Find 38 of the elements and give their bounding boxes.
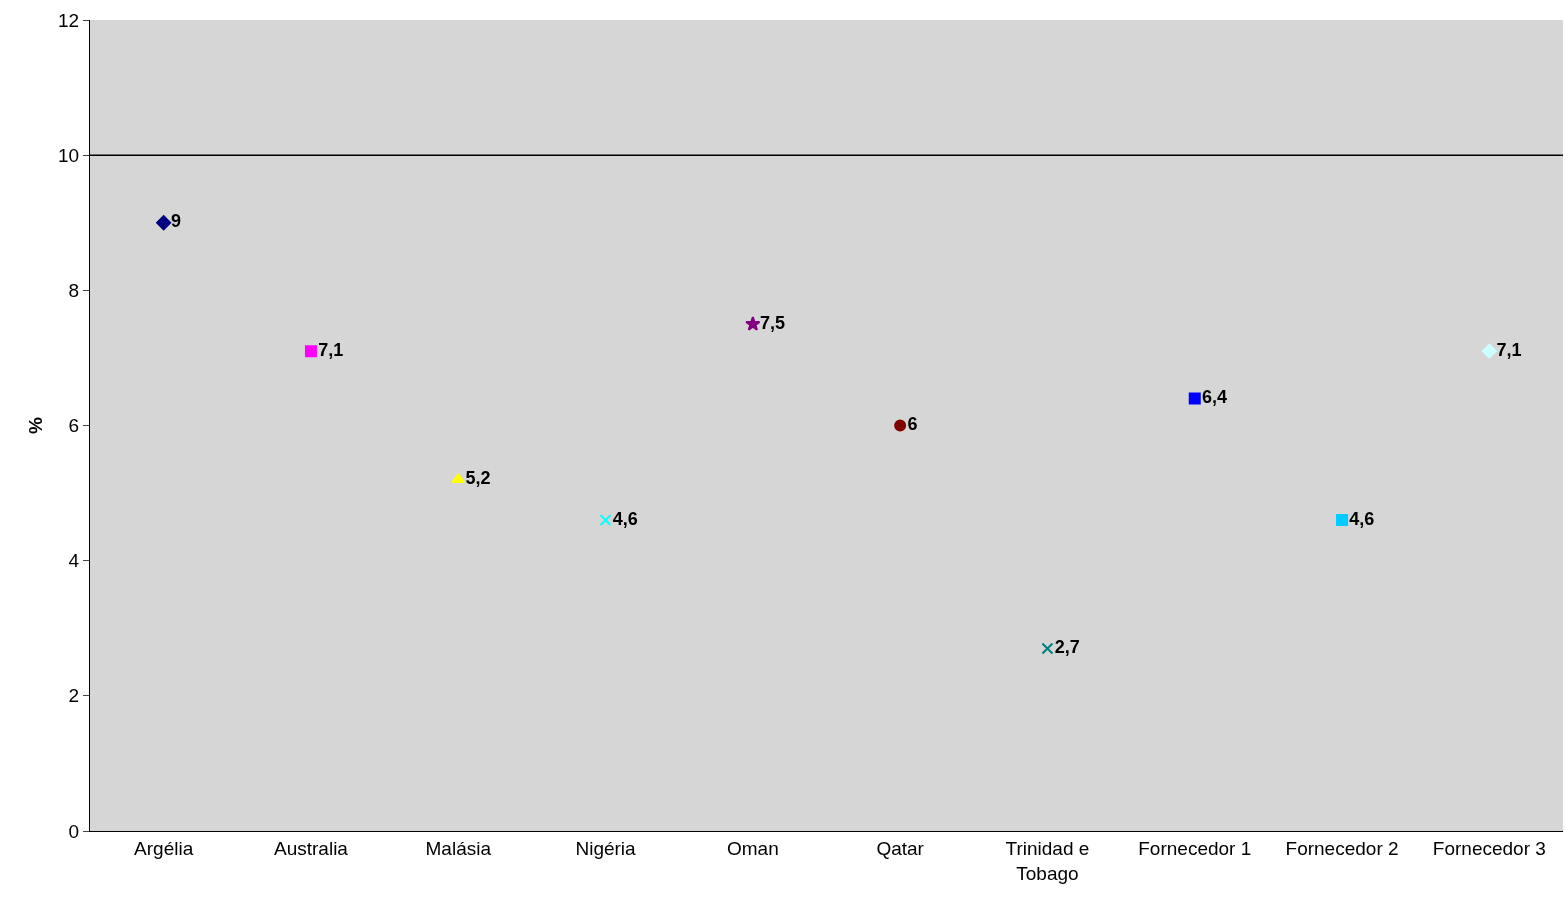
point [894, 419, 907, 432]
data-label: 6 [907, 414, 918, 434]
data-label: 5,2 [465, 468, 491, 489]
x-tick-label: Australia [273, 837, 349, 859]
data-label: 2,7 [1054, 637, 1080, 658]
data-label: 6,4 [1202, 386, 1228, 407]
data-label: 7,1 [1496, 339, 1522, 360]
point [599, 514, 612, 527]
y-tick-label: 10 [58, 144, 80, 166]
x-tick-label: Malásia [425, 837, 492, 859]
y-tick-label: 2 [68, 685, 80, 707]
point [1188, 392, 1201, 405]
x-tick-label: Fornecedor 3 [1432, 837, 1546, 859]
x-tick-label: Nigéria [575, 837, 637, 859]
x-tick-label: Fornecedor 2 [1285, 837, 1399, 859]
point [304, 345, 317, 358]
x-tick-label: Trinidad e Tobago [1005, 837, 1090, 884]
x-tick-label: Fornecedor 1 [1138, 837, 1252, 859]
data-label: 7,1 [318, 339, 344, 360]
y-tick-label: 0 [68, 820, 80, 842]
point [451, 473, 466, 484]
point [156, 215, 172, 231]
data-label: 9 [170, 211, 181, 232]
data-label: 4,6 [612, 508, 638, 529]
x-tick-label: Argélia [134, 837, 194, 859]
data-label: 7,5 [760, 312, 786, 333]
x-tick-label: Qatar [876, 837, 925, 859]
point [745, 316, 761, 331]
data-label: 4,6 [1349, 508, 1375, 529]
point [1481, 343, 1497, 359]
point [1336, 514, 1349, 527]
y-tick-label: 6 [68, 415, 80, 437]
y-tick-label: 8 [68, 279, 80, 301]
y-tick-label: 4 [68, 550, 80, 572]
y-axis-title: % [25, 416, 46, 434]
point [1041, 642, 1054, 655]
y-tick-label: 12 [58, 9, 80, 31]
x-tick-label: Oman [726, 837, 779, 859]
